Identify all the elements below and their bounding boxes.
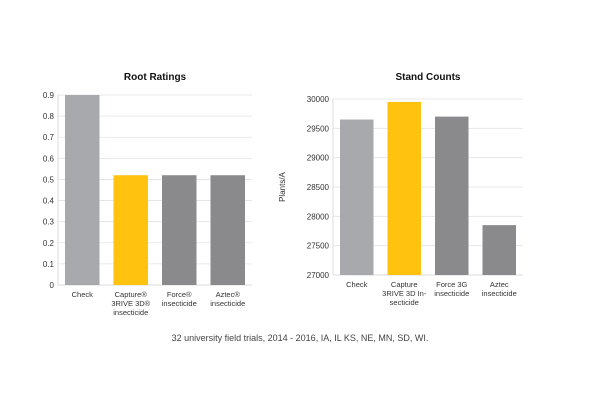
x-category-label: insecticide	[434, 289, 469, 298]
x-category-label: Check	[346, 280, 368, 289]
x-category-label: Check	[72, 290, 94, 299]
y-tick-label: 0.4	[43, 197, 55, 206]
y-tick-label: 27000	[307, 271, 330, 280]
y-tick-label: 0.7	[43, 133, 55, 142]
y-tick-label: 27500	[307, 242, 330, 251]
bar	[65, 95, 100, 285]
x-category-label: insecticide	[162, 299, 197, 308]
x-category-label: 3RIVE 3D In-	[382, 289, 427, 298]
y-tick-label: 0.6	[43, 154, 55, 163]
y-tick-label: 0.1	[43, 260, 55, 269]
x-category-label: Force®	[167, 290, 192, 299]
y-tick-label: 0.5	[43, 175, 55, 184]
bar	[387, 101, 421, 275]
bar	[340, 119, 374, 276]
y-tick-label: 30000	[307, 95, 330, 104]
chart-title: Root Ratings	[124, 72, 187, 83]
y-axis-label: Plants/A	[278, 171, 287, 201]
bar	[435, 116, 469, 275]
y-tick-label: 0.2	[43, 239, 55, 248]
bar	[210, 175, 245, 285]
x-category-label: insecticide	[210, 299, 245, 308]
y-tick-label: 0	[50, 281, 55, 290]
x-category-label: insecticide	[113, 308, 148, 317]
caption: 32 university field trials, 2014 - 2016,…	[171, 333, 429, 343]
bar	[113, 175, 148, 285]
y-tick-label: 29000	[307, 154, 330, 163]
y-tick-label: 28500	[307, 183, 330, 192]
x-category-label: Aztec	[490, 280, 509, 289]
x-category-label: Force 3G	[436, 280, 467, 289]
bar	[482, 225, 516, 275]
x-category-label: Capture®	[115, 290, 148, 299]
y-tick-label: 0.9	[43, 91, 55, 100]
x-category-label: secticide	[390, 298, 419, 307]
x-category-label: insecticide	[482, 289, 517, 298]
y-tick-label: 29500	[307, 124, 330, 133]
chart-title: Stand Counts	[396, 72, 461, 83]
y-tick-label: 0.3	[43, 218, 55, 227]
x-category-label: Capture	[391, 280, 418, 289]
y-tick-label: 0.8	[43, 112, 55, 121]
x-category-label: Aztec®	[216, 290, 241, 299]
x-category-label: 3RIVE 3D®	[111, 299, 150, 308]
bar	[162, 175, 197, 285]
y-tick-label: 28000	[307, 212, 330, 221]
